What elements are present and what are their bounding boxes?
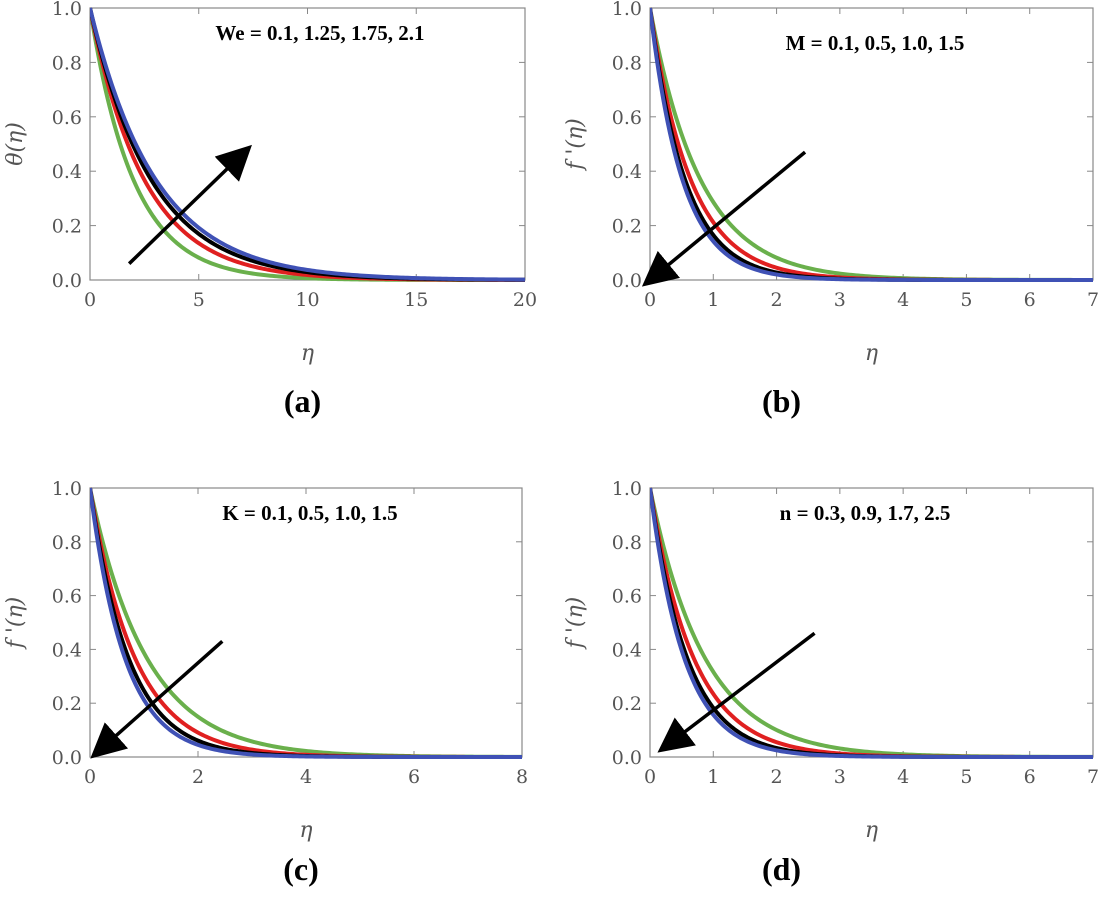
y-tick-label: 0.4	[612, 639, 642, 661]
x-tick-label: 5	[193, 289, 205, 311]
y-tick-label: 0.8	[52, 532, 82, 554]
y-tick-label: 1.0	[52, 0, 82, 20]
x-tick-label: 5	[960, 766, 972, 788]
x-axis-label: η	[865, 341, 878, 366]
trend-arrow	[657, 631, 816, 753]
x-tick-label: 6	[1024, 766, 1036, 788]
panel-d: 0 1 2 3 4 5 6 7 0.0 0.2 0.4 0.6 0.8 1.0 η f '(η) n = 0.3…	[563, 478, 1099, 887]
x-tick-label: 1	[707, 766, 719, 788]
panel-label: (b)	[762, 383, 801, 419]
y-axis-label: f '(η)	[563, 118, 588, 172]
panel-a: 0 5 10 15 20 0.0 0.2 0.4 0.6 0.8 1.0 η θ(η) We = 0.1,…	[3, 0, 537, 419]
series-line	[650, 487, 1093, 759]
y-tick-label: 0.8	[612, 52, 642, 74]
x-tick-label: 5	[960, 289, 972, 311]
x-tick-label: 4	[300, 766, 312, 788]
y-tick-label: 0.0	[52, 270, 82, 292]
trend-arrow	[127, 144, 252, 265]
parameter-annotation: M = 0.1, 0.5, 1.0, 1.5	[786, 31, 965, 55]
y-tick-label: 0.6	[612, 107, 642, 129]
y-tick-label: 1.0	[612, 0, 642, 20]
y-tick-label: 0.4	[52, 639, 82, 661]
x-tick-label: 7	[1087, 766, 1099, 788]
x-tick-label: 6	[408, 766, 420, 788]
y-tick-label: 0.6	[612, 586, 642, 608]
y-axis-label: f '(η)	[3, 597, 28, 651]
x-tick-label: 0	[644, 766, 656, 788]
x-tick-label: 0	[84, 289, 96, 311]
x-tick-label: 2	[771, 289, 783, 311]
y-tick-label: 1.0	[612, 478, 642, 500]
x-tick-label: 1	[707, 289, 719, 311]
x-axis-label: η	[865, 818, 878, 843]
x-tick-label: 10	[295, 289, 319, 311]
y-tick-label: 0.8	[612, 532, 642, 554]
y-tick-label: 0.4	[52, 161, 82, 183]
y-tick-label: 0.0	[612, 270, 642, 292]
x-tick-label: 6	[1024, 289, 1036, 311]
y-tick-label: 0.2	[52, 216, 82, 238]
parameter-annotation: We = 0.1, 1.25, 1.75, 2.1	[215, 21, 424, 45]
x-tick-label: 8	[516, 766, 528, 788]
y-tick-label: 0.2	[612, 693, 642, 715]
y-tick-label: 0.4	[612, 161, 642, 183]
parameter-annotation: n = 0.3, 0.9, 1.7, 2.5	[780, 501, 951, 525]
y-tick-label: 0.6	[52, 107, 82, 129]
y-tick-label: 0.0	[612, 747, 642, 769]
trend-arrow	[641, 150, 807, 287]
x-axis-label: η	[299, 818, 312, 843]
y-tick-label: 0.6	[52, 586, 82, 608]
y-axis-label: f '(η)	[563, 597, 588, 651]
y-tick-label: 0.8	[52, 52, 82, 74]
x-tick-label: 3	[834, 766, 846, 788]
y-tick-label: 0.2	[612, 216, 642, 238]
x-tick-label: 20	[513, 289, 537, 311]
panel-label: (c)	[283, 851, 319, 887]
series-line	[650, 7, 1093, 282]
panel-b: 0 1 2 3 4 5 6 7 0.0 0.2 0.4 0.6 0.8 1.0 η f '(η) M = 0.1…	[563, 0, 1099, 419]
series-line	[90, 487, 522, 759]
x-tick-label: 4	[897, 766, 909, 788]
x-tick-label: 4	[897, 289, 909, 311]
x-tick-label: 15	[404, 289, 428, 311]
y-tick-label: 1.0	[52, 478, 82, 500]
x-tick-label: 3	[834, 289, 846, 311]
panel-label: (a)	[284, 383, 321, 419]
x-tick-label: 2	[192, 766, 204, 788]
y-tick-label: 0.0	[52, 747, 82, 769]
y-axis-label: θ(η)	[3, 122, 28, 166]
x-tick-label: 0	[644, 289, 656, 311]
x-tick-label: 7	[1087, 289, 1099, 311]
parameter-annotation: K = 0.1, 0.5, 1.0, 1.5	[222, 501, 397, 525]
y-tick-label: 0.2	[52, 693, 82, 715]
panel-c: 0 2 4 6 8 0.0 0.2 0.4 0.6 0.8 1.0 η f '(η) K = 0.1, 0…	[3, 478, 528, 887]
trend-arrow	[90, 640, 224, 759]
x-axis-label: η	[301, 341, 314, 366]
series-line	[90, 7, 525, 282]
x-tick-label: 0	[84, 766, 96, 788]
x-tick-label: 2	[771, 766, 783, 788]
panel-label: (d)	[762, 851, 801, 887]
